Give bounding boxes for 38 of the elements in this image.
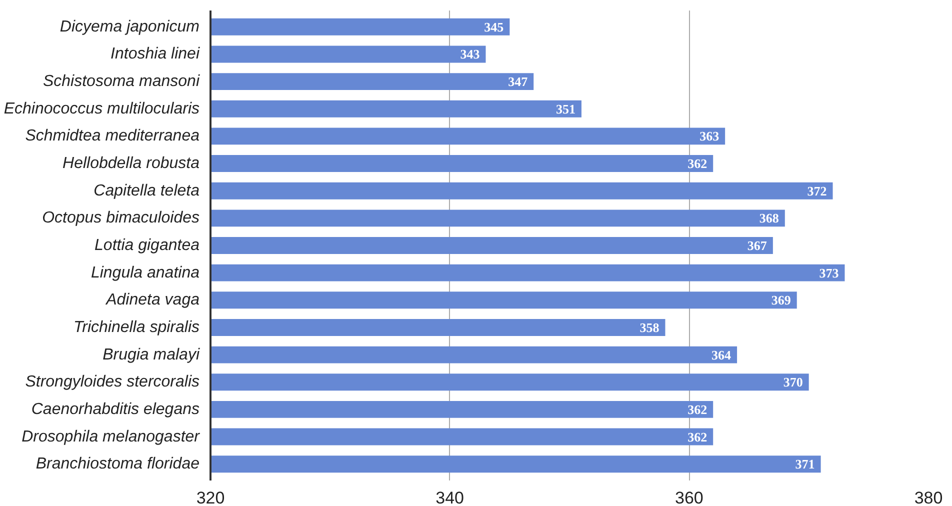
x-tick-label: 380 (914, 488, 943, 506)
y-tick-label: Hellobdella robusta (62, 155, 200, 172)
data-label: 362 (688, 402, 708, 417)
y-tick-label: Octopus bimaculoides (42, 210, 200, 227)
data-label: 373 (819, 265, 840, 280)
y-tick-label: Drosophila melanogaster (22, 428, 200, 446)
y-tick-label: Brugia malayi (102, 346, 200, 364)
data-label: 343 (460, 46, 480, 62)
y-tick-label: Caenorhabditis elegans (31, 400, 200, 418)
data-label: 345 (484, 19, 504, 34)
data-label: 370 (783, 374, 803, 390)
y-tick-label: Intoshia linei (110, 46, 200, 63)
data-label: 347 (508, 74, 528, 90)
x-tick-label: 320 (196, 488, 225, 506)
y-tick-label: Capitella teleta (94, 182, 200, 200)
y-tick-label: Schistosoma mansoni (42, 73, 200, 90)
data-label: 369 (771, 292, 792, 308)
data-label: 363 (700, 128, 720, 144)
data-label: 362 (688, 156, 708, 172)
y-tick-label: Echinococcus multilocularis (4, 100, 200, 118)
data-label: 367 (747, 238, 768, 253)
y-tick-label: Dicyema japonicum (60, 18, 200, 36)
data-label: 351 (556, 101, 576, 116)
x-tick-label: 360 (674, 488, 704, 506)
y-tick-label: Trichinella spiralis (74, 318, 200, 336)
data-label: 371 (795, 456, 815, 472)
data-label: 372 (807, 183, 827, 198)
x-tick-label: 340 (436, 488, 464, 506)
data-label: 358 (640, 320, 660, 335)
y-tick-label: Strongyloides stercoralis (25, 374, 200, 391)
y-tick-label: Lingula anatina (90, 264, 200, 282)
y-tick-label: Schmidtea mediterranea (25, 128, 200, 145)
y-tick-label: Branchiostoma floridae (36, 456, 200, 473)
data-label: 368 (759, 210, 780, 226)
data-label: 362 (688, 429, 708, 444)
data-label: 364 (712, 347, 732, 362)
y-tick-label: Lottia gigantea (94, 237, 200, 254)
y-tick-label: Adineta vaga (105, 292, 200, 309)
